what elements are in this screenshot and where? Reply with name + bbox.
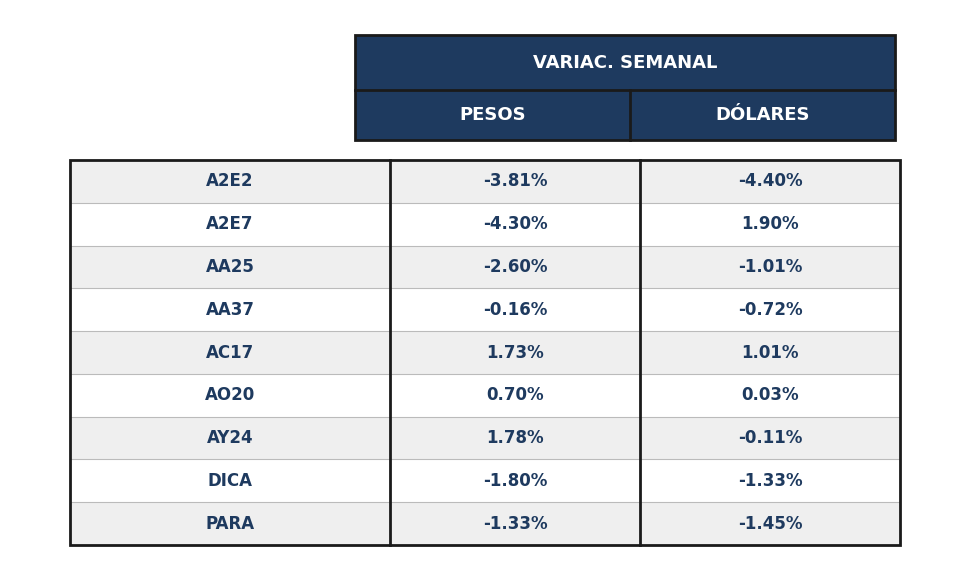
Bar <box>355 35 895 140</box>
Text: VARIAC. SEMANAL: VARIAC. SEMANAL <box>533 54 717 72</box>
Text: A2E7: A2E7 <box>206 215 254 233</box>
Text: -1.33%: -1.33% <box>483 514 547 532</box>
Text: -2.60%: -2.60% <box>483 258 547 276</box>
Text: A2E2: A2E2 <box>206 173 254 191</box>
Text: AY24: AY24 <box>207 429 253 447</box>
Text: -0.16%: -0.16% <box>483 301 547 319</box>
Text: 0.03%: 0.03% <box>741 386 799 404</box>
Text: DICA: DICA <box>208 472 253 490</box>
Text: DÓLARES: DÓLARES <box>715 106 809 124</box>
Text: -0.72%: -0.72% <box>738 301 803 319</box>
Text: -0.11%: -0.11% <box>738 429 803 447</box>
Text: AO20: AO20 <box>205 386 255 404</box>
Text: AA25: AA25 <box>206 258 255 276</box>
Text: -1.45%: -1.45% <box>738 514 803 532</box>
Bar <box>355 35 895 90</box>
Text: 1.73%: 1.73% <box>486 343 544 362</box>
Text: AC17: AC17 <box>206 343 254 362</box>
Text: 0.70%: 0.70% <box>486 386 544 404</box>
Text: -1.80%: -1.80% <box>483 472 547 490</box>
Bar <box>70 502 900 545</box>
Text: 1.78%: 1.78% <box>486 429 544 447</box>
Bar <box>70 245 900 288</box>
Text: -1.33%: -1.33% <box>738 472 803 490</box>
Bar <box>70 160 900 203</box>
Bar <box>70 374 900 417</box>
Text: -4.40%: -4.40% <box>738 173 803 191</box>
Text: -1.01%: -1.01% <box>738 258 803 276</box>
Bar <box>70 160 900 545</box>
Text: -4.30%: -4.30% <box>483 215 547 233</box>
Text: 1.90%: 1.90% <box>741 215 799 233</box>
Text: PARA: PARA <box>206 514 255 532</box>
Bar <box>70 203 900 245</box>
Text: -3.81%: -3.81% <box>483 173 547 191</box>
Text: PESOS: PESOS <box>460 106 526 124</box>
Text: AA37: AA37 <box>206 301 255 319</box>
Bar <box>70 460 900 502</box>
Bar <box>355 90 895 140</box>
Bar <box>70 288 900 331</box>
Text: 1.01%: 1.01% <box>741 343 799 362</box>
Bar <box>70 331 900 374</box>
Bar <box>70 417 900 460</box>
